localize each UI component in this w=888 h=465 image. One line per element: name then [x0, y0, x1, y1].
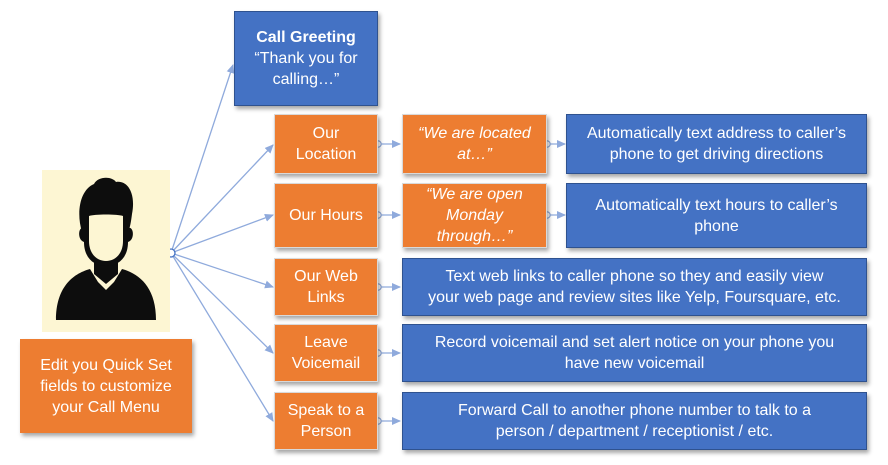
menu-option-person: Speak to a Person — [274, 392, 378, 450]
voicemail-action-box: Record voicemail and set alert notice on… — [402, 324, 867, 382]
web-links-action-box: Text web links to caller phone so they a… — [402, 258, 867, 316]
menu-option-voicemail: Leave Voicemail — [274, 324, 378, 382]
connector-greeting — [170, 64, 235, 254]
hours-action-box: Automatically text hours to caller’s pho… — [566, 183, 867, 248]
connector-web-links — [170, 252, 274, 289]
location-quote-box: “We are located at…” — [402, 114, 547, 174]
avatar — [42, 170, 170, 332]
connector-voicemail — [170, 252, 274, 354]
hours-quote-box: “We are open Monday through…” — [402, 183, 547, 248]
connector-person — [170, 252, 274, 422]
caption-box: Edit you Quick Set fields to customize y… — [20, 339, 192, 433]
connector-hours — [170, 214, 274, 254]
call-greeting-quote: “Thank you for calling…” — [254, 50, 358, 88]
menu-option-hours: Our Hours — [274, 183, 378, 248]
location-action-box: Automatically text address to caller’s p… — [566, 114, 867, 174]
call-greeting-title: Call Greeting — [256, 29, 356, 46]
menu-option-location: Our Location — [274, 114, 378, 174]
person-silhouette-icon — [56, 177, 156, 320]
person-action-box: Forward Call to another phone number to … — [402, 392, 867, 450]
connector-location — [170, 144, 274, 254]
call-greeting-box: Call Greeting “Thank you for calling…” — [234, 11, 378, 106]
menu-option-web-links: Our Web Links — [274, 258, 378, 316]
